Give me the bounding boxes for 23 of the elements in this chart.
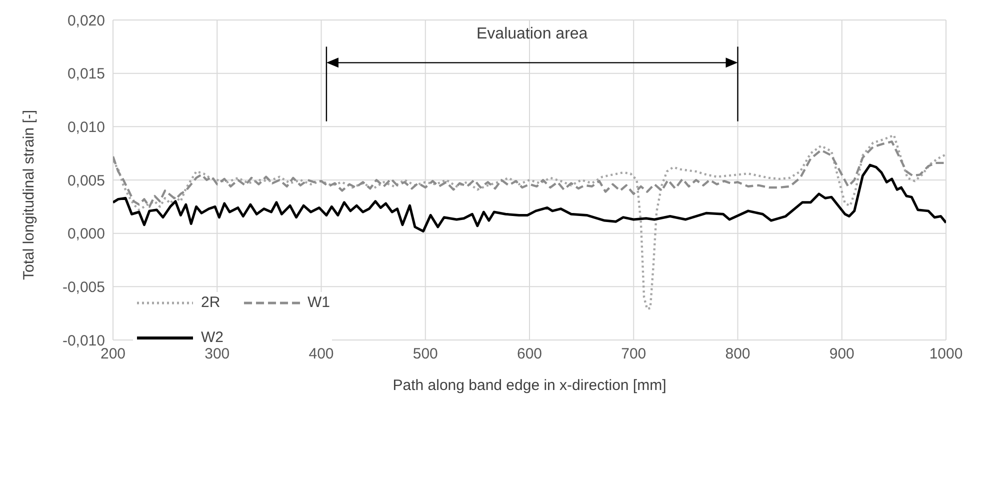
x-axis-title: Path along band edge in x-direction [mm] <box>392 377 666 394</box>
y-tick-label: 0,010 <box>67 118 105 136</box>
line-series <box>113 164 946 232</box>
x-tick-label: 500 <box>412 346 438 363</box>
y-tick-label: 0,000 <box>67 226 105 243</box>
x-tick-label: 300 <box>204 346 230 363</box>
y-tick-label: 0,015 <box>67 66 105 83</box>
legend-label: W2 <box>201 329 224 346</box>
x-tick-label: 1000 <box>929 346 963 363</box>
x-tick-label: 900 <box>829 346 854 363</box>
annotation: Evaluation area <box>476 26 588 43</box>
y-tick-label: 0,005 <box>67 172 105 190</box>
y-axis-title: Total longitudinal strain [-] <box>20 110 38 280</box>
y-tick-label: -0,005 <box>62 278 105 296</box>
line-series <box>113 134 946 310</box>
legend-label: W1 <box>308 294 330 311</box>
x-tick-label: 800 <box>725 346 750 363</box>
legend-label: 2R <box>201 294 220 311</box>
x-tick-label: 600 <box>516 346 542 363</box>
x-tick-label: 700 <box>621 346 646 363</box>
line-series <box>113 140 946 208</box>
x-tick-label: 400 <box>308 346 334 363</box>
y-tick-label: 0,020 <box>67 12 105 30</box>
